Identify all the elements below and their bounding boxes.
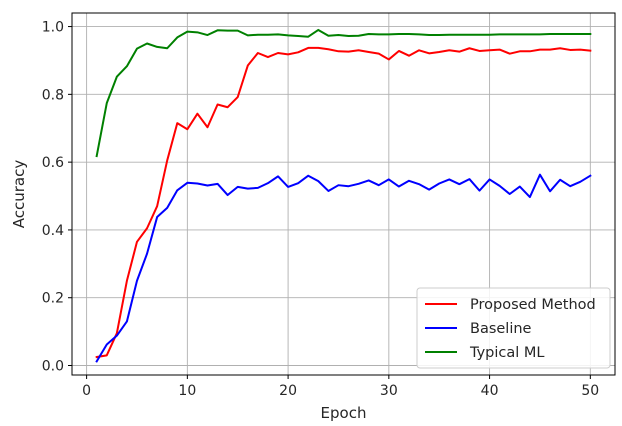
- series-line-typical-ml: [95, 28, 592, 158]
- series-lines: [95, 28, 592, 363]
- legend-label: Typical ML: [469, 345, 545, 361]
- y-tick-label: 0.2: [42, 291, 64, 307]
- x-tick-label: 20: [279, 383, 297, 399]
- x-tick-label: 0: [82, 383, 91, 399]
- series-line-proposed-method: [95, 46, 592, 359]
- y-axis-label: Accuracy: [10, 160, 28, 229]
- x-tick-label: 10: [178, 383, 196, 399]
- y-tick-label: 1.0: [42, 20, 64, 36]
- grid: [72, 13, 615, 375]
- legend-box: [416, 287, 611, 369]
- x-axis-label: Epoch: [321, 404, 367, 422]
- x-tick-label: 40: [481, 383, 499, 399]
- y-tick-label: 0.4: [42, 223, 64, 239]
- legend-label: Proposed Method: [470, 297, 596, 313]
- legend: Proposed Method Baseline Typical ML: [416, 287, 611, 369]
- plot-frame: [71, 12, 616, 376]
- x-tick-label: 50: [581, 383, 599, 399]
- axes: 0 10 20 30 40 50 0.0 0.2 0.4 0.6 0.8 1.0 Epoch Accura…: [10, 12, 616, 422]
- y-tick-label: 0.0: [42, 359, 64, 375]
- y-tick-label: 0.8: [42, 87, 64, 103]
- x-tick-label: 30: [380, 383, 398, 399]
- legend-label: Baseline: [470, 321, 532, 337]
- y-tick-label: 0.6: [42, 155, 64, 171]
- series-line-baseline: [95, 173, 592, 363]
